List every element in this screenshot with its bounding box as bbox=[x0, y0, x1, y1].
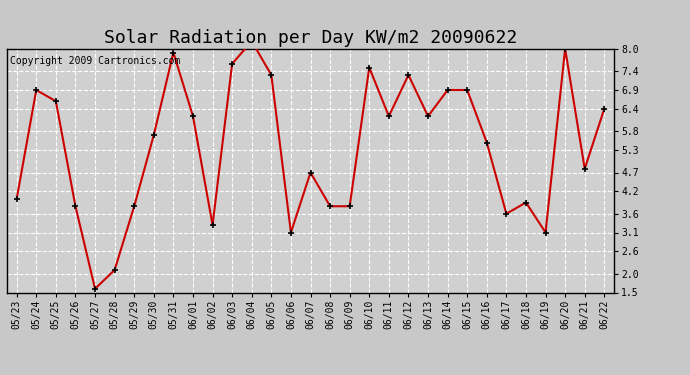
Title: Solar Radiation per Day KW/m2 20090622: Solar Radiation per Day KW/m2 20090622 bbox=[104, 29, 517, 47]
Text: Copyright 2009 Cartronics.com: Copyright 2009 Cartronics.com bbox=[10, 56, 180, 66]
